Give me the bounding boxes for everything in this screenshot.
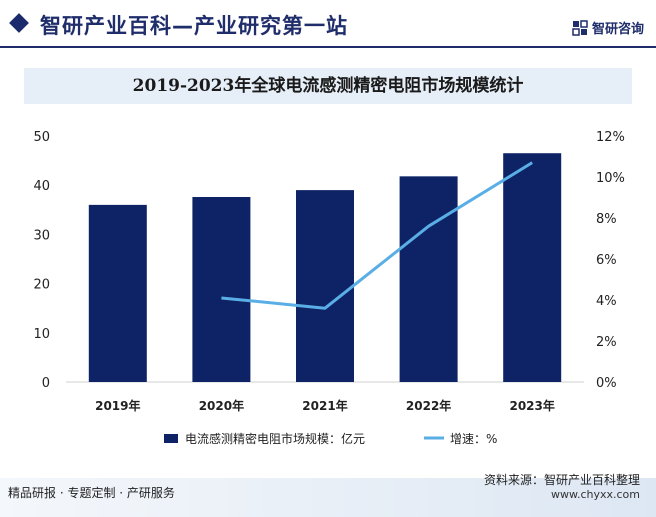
brand-logo-icon bbox=[572, 19, 588, 36]
growth-rate-line bbox=[221, 161, 533, 310]
source-url: www.chyxx.com bbox=[550, 488, 640, 501]
x-axis-tick-label: 2023年 bbox=[509, 398, 554, 413]
left-axis-tick-label: 0 bbox=[42, 376, 50, 391]
x-axis-tick-label: 2022年 bbox=[406, 398, 451, 413]
brand-logo: 智研咨询 bbox=[572, 18, 644, 37]
left-axis-tick-label: 50 bbox=[33, 130, 50, 145]
right-axis-tick-label: 10% bbox=[596, 171, 625, 186]
legend-swatch-bar bbox=[164, 434, 178, 443]
right-axis-tick-label: 8% bbox=[596, 212, 617, 227]
bar bbox=[88, 204, 147, 382]
page-header: 智研产业百科—产业研究第一站 智研咨询 bbox=[0, 0, 656, 52]
right-axis-tick-label: 4% bbox=[596, 294, 617, 309]
footer-bar bbox=[0, 478, 656, 517]
header-title: 智研产业百科—产业研究第一站 bbox=[40, 14, 348, 38]
bar bbox=[503, 153, 562, 382]
left-axis-tick-label: 30 bbox=[33, 228, 50, 243]
source-note: 资料来源：智研产业百科整理 bbox=[483, 473, 640, 487]
bar bbox=[296, 190, 354, 382]
right-axis-tick-label: 12% bbox=[596, 130, 625, 145]
left-axis-tick-label: 20 bbox=[33, 278, 50, 293]
left-axis-tick-label: 10 bbox=[33, 327, 50, 342]
bar bbox=[399, 176, 458, 382]
header-divider bbox=[0, 46, 656, 48]
x-axis-tick-label: 2020年 bbox=[199, 398, 244, 413]
right-axis-tick-label: 2% bbox=[596, 335, 617, 350]
bar bbox=[192, 197, 251, 382]
chart-title: 2019-2023年全球电流感测精密电阻市场规模统计 bbox=[132, 76, 524, 96]
x-axis-tick-label: 2021年 bbox=[302, 398, 347, 413]
brand-name: 智研咨询 bbox=[591, 22, 644, 37]
legend-label-bar: 电流感测精密电阻市场规模：亿元 bbox=[185, 431, 365, 446]
right-axis-tick-label: 0% bbox=[596, 376, 617, 391]
chart-title-band: 2019-2023年全球电流感测精密电阻市场规模统计 bbox=[24, 68, 632, 104]
left-axis-tick-label: 40 bbox=[33, 179, 50, 194]
x-axis-tick-label: 2019年 bbox=[95, 398, 140, 413]
footer-services: 精品研报 · 专题定制 · 产研服务 bbox=[8, 486, 175, 500]
right-axis-tick-label: 6% bbox=[596, 253, 617, 268]
legend-label-line: 增速：% bbox=[450, 432, 497, 446]
